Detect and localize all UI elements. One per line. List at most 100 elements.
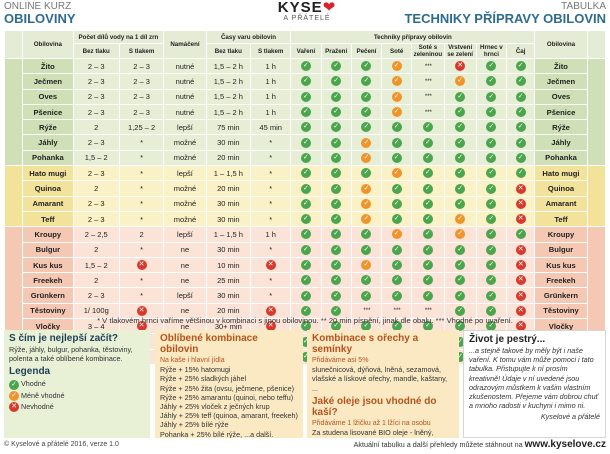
technique-cell: ✓ bbox=[320, 119, 352, 136]
water-no-pressure: 2 bbox=[72, 119, 120, 136]
technique-cell: ✓ bbox=[443, 88, 477, 105]
check-icon: ✓ bbox=[422, 260, 433, 271]
check-icon: ✓ bbox=[391, 321, 402, 332]
note-marker: *** bbox=[424, 109, 432, 116]
technique-cell: ✓ bbox=[475, 302, 508, 320]
header-left: ONLINE KURZ OBILOVINY bbox=[4, 1, 76, 26]
note-marker: *** bbox=[424, 63, 432, 70]
cross-icon: ✕ bbox=[515, 305, 526, 316]
time-no-pressure: 1,5 – 2 h bbox=[205, 103, 252, 121]
technique-cell: ✕ bbox=[505, 180, 536, 197]
grain-name: Pohanka bbox=[22, 149, 74, 167]
grain-name: Teff bbox=[22, 210, 74, 228]
grain-name: Pšenice bbox=[22, 103, 74, 121]
soaking: ne bbox=[163, 302, 207, 320]
time-no-pressure: 20 min bbox=[205, 180, 252, 197]
water-no-pressure: 2 – 2,5 bbox=[72, 226, 120, 243]
group-label-right: Doplňkové obiloviny bbox=[586, 165, 607, 228]
check-icon: ✓ bbox=[391, 122, 402, 133]
check-icon: ✓ bbox=[300, 91, 311, 102]
check-icon: ✓ bbox=[486, 275, 497, 286]
time-with-pressure: 1 h bbox=[249, 226, 292, 243]
water-with-pressure: ✕ bbox=[118, 256, 165, 274]
grain-name-right: Ječmen bbox=[534, 73, 588, 90]
combinations-title: Oblíbené kombinace obilovin bbox=[160, 333, 258, 355]
time-no-pressure: 25 min bbox=[205, 272, 252, 289]
check-icon: ✓ bbox=[9, 390, 19, 401]
water-no-pressure: 2 bbox=[72, 180, 120, 197]
technique-cell: ✓ bbox=[381, 134, 413, 151]
water-no-pressure: 2 – 3 bbox=[72, 57, 120, 75]
technique-cell: *** bbox=[381, 302, 413, 320]
grain-name: Žito bbox=[22, 57, 74, 75]
check-icon: ✓ bbox=[331, 91, 342, 102]
time-with-pressure: * bbox=[249, 210, 292, 228]
check-icon: ✓ bbox=[361, 260, 372, 271]
legend-ok: ✓ Vhodné bbox=[9, 379, 145, 390]
technique-cell: ✓ bbox=[475, 287, 508, 304]
soaking: nutné bbox=[163, 73, 207, 90]
note-marker: *** bbox=[363, 308, 371, 315]
technique-cell: ✓ bbox=[290, 272, 322, 289]
time-with-pressure: 1 h bbox=[249, 103, 292, 121]
check-icon: ✓ bbox=[486, 305, 497, 316]
water-with-pressure: 1,25 – 2 bbox=[118, 119, 165, 136]
technique-cell: ✓ bbox=[411, 180, 445, 197]
time-no-pressure: 10 min bbox=[205, 256, 252, 274]
technique-cell: ✓ bbox=[381, 287, 413, 304]
check-icon: ✓ bbox=[391, 244, 402, 255]
check-icon: ✓ bbox=[300, 61, 311, 72]
technique-cell: ✓ bbox=[290, 256, 322, 274]
technique-cell: *** bbox=[411, 103, 445, 121]
soaking: možné bbox=[163, 180, 207, 197]
technique-cell: ✓ bbox=[381, 88, 413, 105]
time-with-pressure: * bbox=[249, 272, 292, 289]
soaking: lepší bbox=[163, 287, 207, 304]
technique-cell: ✓ bbox=[290, 287, 322, 304]
check-icon: ✓ bbox=[455, 122, 466, 133]
grain-name: Ječmen bbox=[22, 73, 74, 90]
water-no-pressure: 1,5 – 2 bbox=[72, 149, 120, 167]
check-icon: ✓ bbox=[455, 290, 466, 301]
check-icon: ✓ bbox=[422, 214, 433, 225]
time-with-pressure: 1 h bbox=[249, 57, 292, 75]
technique-cell: ✓ bbox=[475, 88, 508, 105]
grain-name-right: Pohanka bbox=[534, 149, 588, 167]
check-icon: ✓ bbox=[486, 91, 497, 102]
water-no-pressure: 2 – 3 bbox=[72, 103, 120, 121]
note-marker: *** bbox=[424, 308, 432, 315]
water-no-pressure: 2 – 3 bbox=[72, 287, 120, 304]
check-icon: ✓ bbox=[300, 336, 311, 347]
check-icon: ✓ bbox=[515, 137, 526, 148]
col-with-pressure: S tlakem bbox=[118, 43, 165, 59]
grain-name-right: Pšenice bbox=[534, 103, 588, 121]
check-icon: ✓ bbox=[515, 152, 526, 163]
technique-cell: ✓ bbox=[443, 165, 477, 182]
technique-cell: ✓ bbox=[350, 226, 383, 243]
grain-name-right: Kus kus bbox=[534, 256, 588, 274]
technique-cell: ✓ bbox=[320, 287, 352, 304]
technique-cell: ✓ bbox=[443, 226, 477, 243]
table-row: Rýže 2 1,25 – 2 lepší 75 min 45 min ✓ ✓ ✓ ✓ ✓ ✓ ✓ ✓ Rý… bbox=[5, 119, 606, 136]
check-icon: ✓ bbox=[331, 275, 342, 286]
technique-cell: ✓ bbox=[381, 180, 413, 197]
grain-name-right: Kroupy bbox=[534, 226, 588, 243]
site-link[interactable]: www.kyselove.cz bbox=[524, 439, 606, 450]
combination-item: Jáhly + 25% teff (quinoa, amarant, freek… bbox=[160, 411, 298, 421]
check-icon: ✓ bbox=[300, 290, 311, 301]
technique-cell: ✓ bbox=[475, 210, 508, 228]
technique-cell: ✓ bbox=[290, 134, 322, 151]
grain-name: Oves bbox=[22, 88, 74, 105]
check-icon: ✓ bbox=[331, 321, 342, 332]
nuts-sub: Přidáváme asi 5% bbox=[312, 357, 369, 364]
technique-cell: ✓ bbox=[475, 195, 508, 212]
check-icon: ✓ bbox=[515, 168, 526, 179]
cross-icon: ✕ bbox=[136, 260, 147, 271]
cross-icon: ✕ bbox=[515, 275, 526, 286]
technique-cell: ✓ bbox=[320, 103, 352, 121]
soaking: nutné bbox=[163, 88, 207, 105]
check-icon: ✓ bbox=[391, 183, 402, 194]
combination-item: Pohanka + 25% bílé rýže, ...a další. bbox=[160, 429, 274, 438]
water-with-pressure: 2 bbox=[118, 226, 165, 243]
check-icon: ✓ bbox=[486, 122, 497, 133]
